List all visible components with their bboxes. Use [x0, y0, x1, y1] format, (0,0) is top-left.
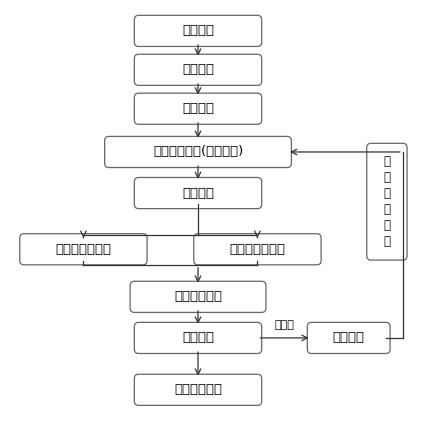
FancyBboxPatch shape	[134, 54, 262, 85]
FancyBboxPatch shape	[134, 93, 262, 124]
FancyBboxPatch shape	[130, 281, 266, 312]
Text: 加强支护: 加强支护	[333, 332, 365, 344]
Text: 左侧墙开挖支护: 左侧墙开挖支护	[55, 243, 111, 256]
FancyBboxPatch shape	[20, 234, 147, 265]
Text: 测量放样: 测量放样	[182, 64, 214, 76]
FancyBboxPatch shape	[367, 143, 407, 260]
Text: 仰拱开挖封闭: 仰拱开挖封闭	[174, 290, 222, 304]
FancyBboxPatch shape	[134, 374, 262, 406]
Text: 拱部支护: 拱部支护	[182, 187, 214, 200]
Text: 不满足: 不满足	[275, 320, 295, 330]
FancyBboxPatch shape	[134, 322, 262, 353]
Text: 施工准备: 施工准备	[182, 25, 214, 37]
Text: 超前支护: 超前支护	[182, 102, 214, 115]
FancyBboxPatch shape	[134, 15, 262, 46]
Text: 弧形导坑开挖(无核心土): 弧形导坑开挖(无核心土)	[153, 145, 243, 159]
Text: 监控量测: 监控量测	[182, 332, 214, 344]
FancyBboxPatch shape	[104, 136, 292, 168]
Text: 下一循环施工: 下一循环施工	[174, 383, 222, 396]
FancyBboxPatch shape	[134, 177, 262, 208]
FancyBboxPatch shape	[194, 234, 321, 265]
Text: 右侧墙开挖支护: 右侧墙开挖支护	[230, 243, 286, 256]
Text: 调
整
开
挖
参
数: 调 整 开 挖 参 数	[384, 155, 390, 248]
FancyBboxPatch shape	[307, 322, 390, 353]
